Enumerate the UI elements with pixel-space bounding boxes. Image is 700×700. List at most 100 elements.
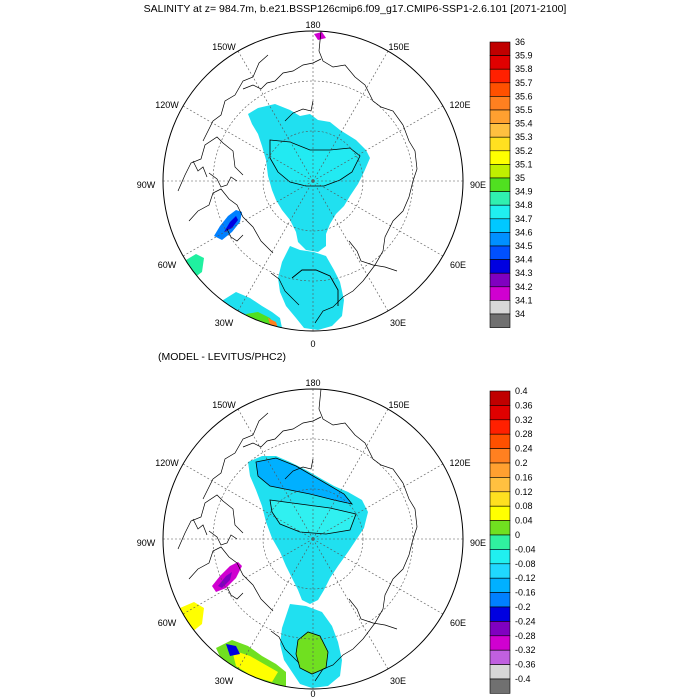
color-bar-label: -0.2 bbox=[515, 602, 531, 612]
lon-label: 120E bbox=[449, 100, 470, 110]
lon-label: 30W bbox=[215, 676, 234, 686]
color-bar-label: 0.32 bbox=[515, 415, 533, 425]
color-bar-box bbox=[489, 477, 511, 493]
lon-label: 30W bbox=[215, 318, 234, 328]
color-bar-label: 35.4 bbox=[515, 119, 533, 129]
color-bar-box bbox=[489, 259, 511, 274]
lon-label: 0 bbox=[310, 689, 315, 699]
color-bar-label: 0.24 bbox=[515, 444, 533, 454]
color-bar-box bbox=[489, 286, 511, 301]
lon-label: 150W bbox=[212, 400, 236, 410]
color-bar-box bbox=[489, 272, 511, 288]
eurasian-basin-inner bbox=[269, 139, 361, 187]
color-bar-box bbox=[489, 41, 511, 56]
color-bar-box bbox=[489, 635, 511, 651]
north-spot bbox=[314, 32, 326, 40]
color-bar-label: 34 bbox=[515, 309, 525, 319]
lon-labels: 180 150E 120E 90E 60E 30E 0 30W 60W 90W … bbox=[137, 378, 486, 699]
lon-label: 120W bbox=[155, 458, 179, 468]
lon-label: 150E bbox=[388, 42, 409, 52]
color-bar-label: 36 bbox=[515, 37, 525, 47]
color-bar-box bbox=[489, 405, 511, 421]
color-bar-box bbox=[489, 592, 511, 608]
color-bar-label: 34.9 bbox=[515, 187, 533, 197]
color-bar-box bbox=[489, 218, 511, 233]
color-bar-box bbox=[489, 96, 511, 111]
color-bar-box bbox=[489, 300, 511, 315]
color-bar-box bbox=[489, 150, 511, 165]
color-bar-label: -0.36 bbox=[515, 660, 536, 670]
map-area bbox=[163, 389, 463, 689]
lon-label: 180 bbox=[305, 378, 320, 388]
color-bar-label: 35.5 bbox=[515, 105, 533, 115]
color-bar-label: -0.16 bbox=[515, 588, 536, 598]
color-bar-label: 35 bbox=[515, 173, 525, 183]
color-bar-label: -0.08 bbox=[515, 559, 536, 569]
color-bar-label: 0.08 bbox=[515, 501, 533, 511]
lon-label: 90W bbox=[137, 180, 156, 190]
color-bar-box bbox=[489, 520, 511, 536]
color-bar-label: -0.32 bbox=[515, 645, 536, 655]
color-bar-box bbox=[489, 606, 511, 622]
color-bar-box bbox=[489, 123, 511, 138]
color-bar-label: -0.28 bbox=[515, 631, 536, 641]
color-bar: 36 35.9 35.8 35.7 35.6 35.5 35.4 35.3 35.2 35.1 35… bbox=[489, 37, 533, 328]
color-bar-box bbox=[489, 109, 511, 124]
map-rim bbox=[162, 30, 464, 332]
lon-label: 90E bbox=[470, 180, 486, 190]
lon-label: 60W bbox=[158, 618, 177, 628]
color-bar-box bbox=[489, 649, 511, 665]
panel-bottom: (MODEL - LEVITUS/PHC2) bbox=[137, 351, 536, 699]
color-bar-box bbox=[489, 433, 511, 449]
color-bar-label: 0.36 bbox=[515, 400, 533, 410]
color-bar-label: 34.1 bbox=[515, 295, 533, 305]
lon-label: 30E bbox=[390, 318, 406, 328]
color-bar-box bbox=[489, 177, 511, 192]
color-bar-label: 35.8 bbox=[515, 64, 533, 74]
color-bar-box bbox=[489, 462, 511, 478]
color-bar-box bbox=[489, 491, 511, 507]
lon-label: 0 bbox=[310, 339, 315, 349]
color-bar-box bbox=[489, 245, 511, 260]
color-bar-box bbox=[489, 55, 511, 70]
color-bar-box bbox=[489, 678, 511, 694]
lon-label: 180 bbox=[305, 20, 320, 30]
color-bar-label: -0.4 bbox=[515, 674, 531, 684]
color-bar-label: 34.5 bbox=[515, 241, 533, 251]
color-bar-box bbox=[489, 191, 511, 206]
color-bar-box bbox=[489, 621, 511, 637]
color-bar-label: 34.7 bbox=[515, 214, 533, 224]
color-bar-box bbox=[489, 204, 511, 220]
color-bar-box bbox=[489, 563, 511, 579]
color-bar-label: 0 bbox=[515, 530, 520, 540]
map-rim bbox=[162, 388, 464, 690]
color-bar-label: 0.04 bbox=[515, 516, 533, 526]
color-bar-label: 34.3 bbox=[515, 268, 533, 278]
color-bar-box bbox=[489, 549, 511, 565]
color-bar-label: 0.16 bbox=[515, 472, 533, 482]
color-bar-label: 35.2 bbox=[515, 146, 533, 156]
color-bar-label: -0.12 bbox=[515, 573, 536, 583]
panel-title: (MODEL - LEVITUS/PHC2) bbox=[158, 351, 286, 363]
color-bar-box bbox=[489, 448, 511, 464]
lon-label: 120E bbox=[449, 458, 470, 468]
color-bar-box bbox=[489, 577, 511, 593]
color-bar-label: 0.28 bbox=[515, 429, 533, 439]
color-bar-box bbox=[489, 82, 511, 97]
color-bar-box bbox=[489, 390, 511, 406]
color-bar-label: 0.4 bbox=[515, 386, 528, 396]
color-bar-label: 0.2 bbox=[515, 458, 528, 468]
lon-label: 60W bbox=[158, 260, 177, 270]
color-bar-label: 35.3 bbox=[515, 132, 533, 142]
panel-top: SALINITY at z= 984.7m, b.e21.BSSP126cmip… bbox=[137, 3, 567, 349]
color-bar-label: 35.6 bbox=[515, 91, 533, 101]
color-bar-label: 0.12 bbox=[515, 487, 533, 497]
color-bar-box bbox=[489, 664, 511, 680]
lon-label: 30E bbox=[390, 676, 406, 686]
color-bar-label: 35.9 bbox=[515, 51, 533, 61]
lon-label: 90E bbox=[470, 538, 486, 548]
color-bar-box bbox=[489, 313, 511, 328]
lon-label: 120W bbox=[155, 100, 179, 110]
color-bar-label: 34.2 bbox=[515, 282, 533, 292]
color-bar-label: 34.4 bbox=[515, 255, 533, 265]
